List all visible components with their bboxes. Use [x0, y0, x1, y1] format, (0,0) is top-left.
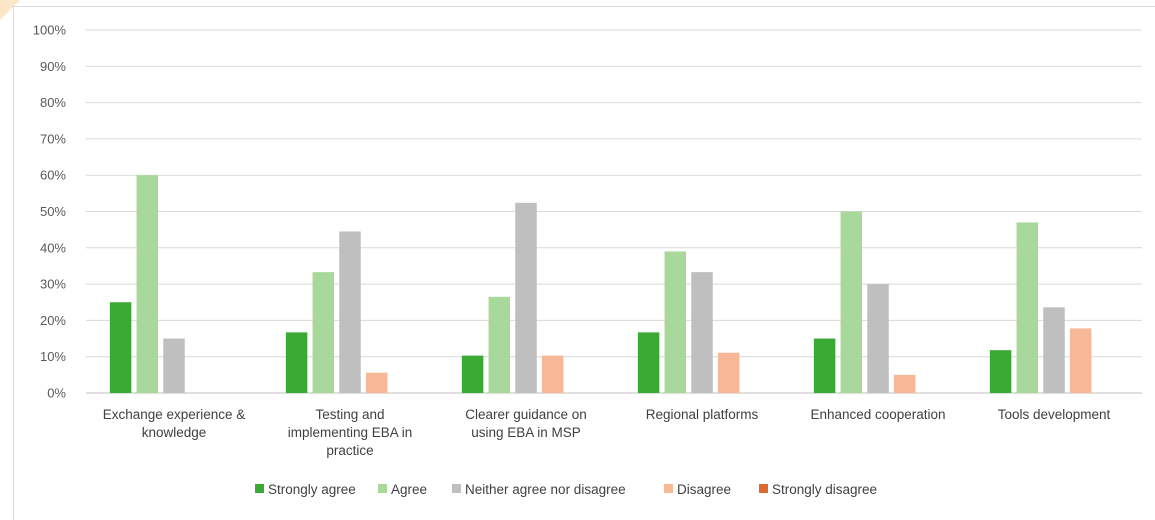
bar	[1043, 307, 1065, 393]
gridlines	[86, 29, 1142, 394]
x-category-label: Tools development	[998, 407, 1111, 422]
legend-label: Strongly agree	[268, 482, 356, 497]
legend-label: Agree	[391, 482, 427, 497]
bar	[893, 374, 916, 393]
x-category-label: Enhanced cooperation	[810, 407, 945, 422]
bar	[664, 251, 687, 393]
bar	[637, 332, 660, 393]
y-tick-label: 50%	[40, 204, 66, 219]
legend-label: Neither agree nor disagree	[465, 482, 626, 497]
bar	[867, 284, 889, 393]
bar	[365, 372, 388, 393]
legend-swatch	[378, 484, 387, 493]
y-tick-label: 30%	[40, 277, 66, 292]
legend-swatch	[255, 484, 264, 493]
legend: Strongly agree Agree Neither agree nor dis…	[255, 482, 877, 497]
bar	[461, 355, 484, 393]
chart-frame	[13, 6, 1155, 520]
y-axis-ticks: 0% 10% 20% 30% 40% 50% 60% 70% 80% 90% 100%	[33, 23, 67, 401]
bar	[989, 350, 1012, 393]
bar	[1016, 222, 1039, 393]
bar	[717, 352, 740, 393]
bars	[109, 175, 1092, 393]
x-category-label: Clearer guidance on using EBA in MSP	[465, 407, 587, 440]
bar	[541, 355, 564, 393]
y-tick-label: 90%	[40, 59, 66, 74]
legend-swatch	[664, 484, 673, 493]
bar	[515, 202, 537, 393]
bar	[109, 302, 132, 393]
x-axis-labels: Exchange experience & knowledge Testing an…	[103, 407, 1111, 458]
legend-label: Disagree	[677, 482, 731, 497]
x-category-label: Testing and implementing EBA in practice	[288, 407, 413, 458]
legend-swatch	[452, 484, 461, 493]
bar	[163, 338, 185, 393]
y-tick-label: 20%	[40, 313, 66, 328]
bar	[1069, 328, 1092, 393]
legend-item: Strongly agree	[255, 482, 356, 497]
y-tick-label: 100%	[33, 23, 67, 38]
bar	[312, 272, 335, 393]
bar	[840, 211, 863, 393]
y-tick-label: 70%	[40, 131, 66, 146]
y-tick-label: 60%	[40, 168, 66, 183]
legend-label: Strongly disagree	[772, 482, 877, 497]
bar	[339, 231, 361, 393]
bar	[813, 338, 836, 393]
bar	[136, 175, 159, 393]
y-tick-label: 80%	[40, 95, 66, 110]
x-category-label: Exchange experience & knowledge	[103, 407, 246, 440]
y-tick-label: 40%	[40, 240, 66, 255]
bar	[691, 272, 713, 393]
legend-item: Strongly disagree	[759, 482, 877, 497]
legend-item: Disagree	[664, 482, 731, 497]
bar	[488, 296, 511, 393]
legend-item: Neither agree nor disagree	[452, 482, 626, 497]
y-tick-label: 0%	[47, 386, 66, 401]
legend-item: Agree	[378, 482, 427, 497]
legend-swatch	[759, 484, 768, 493]
y-tick-label: 10%	[40, 349, 66, 364]
x-category-label: Regional platforms	[646, 407, 759, 422]
bar	[285, 332, 308, 393]
